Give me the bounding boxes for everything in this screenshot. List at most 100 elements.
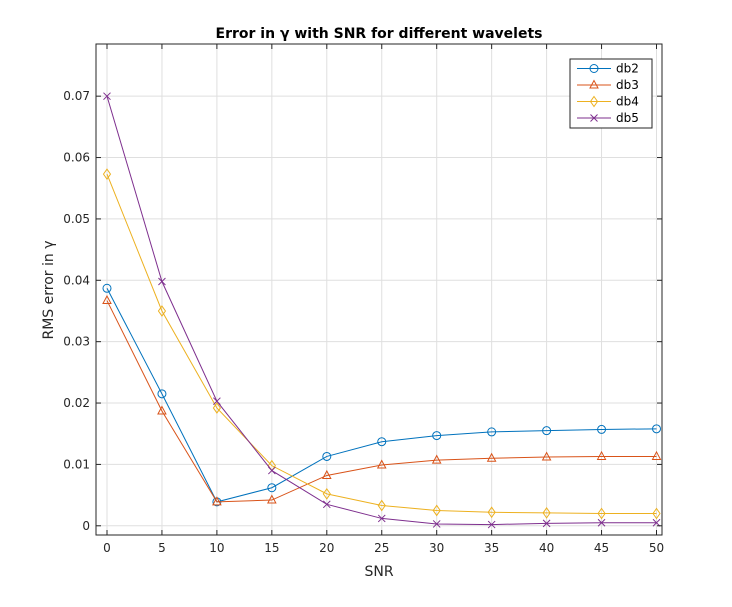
x-tick-label: 5	[158, 541, 166, 555]
grid	[96, 44, 662, 535]
x-tick-label: 35	[484, 541, 499, 555]
y-tick-label: 0.07	[63, 89, 90, 103]
chart-title: Error in γ with SNR for different wavele…	[216, 26, 543, 42]
x-marker-stroke	[213, 397, 221, 406]
data-point-db3	[157, 405, 167, 415]
data-point-db5	[267, 466, 276, 475]
x-tick-label: 15	[264, 541, 279, 555]
y-tick-label: 0.05	[63, 212, 90, 226]
data-point-db2	[597, 424, 607, 434]
legend-marker	[589, 64, 599, 73]
data-point-db3	[102, 294, 112, 305]
x-marker-stroke	[597, 518, 606, 527]
data-point-db2	[322, 451, 332, 461]
y-tick-label: 0.03	[63, 335, 90, 349]
x-tick-label: 10	[209, 541, 224, 555]
y-tick-label: 0.02	[63, 396, 90, 410]
legend-marker	[589, 79, 599, 89]
x-tick-label: 20	[319, 541, 334, 555]
data-point-db2	[542, 426, 552, 436]
data-point-db4	[487, 506, 496, 519]
series-db4	[102, 168, 661, 520]
data-point-db2	[432, 431, 442, 441]
data-point-db2	[102, 283, 112, 293]
series-group	[102, 92, 662, 529]
data-point-db4	[102, 168, 112, 180]
data-point-db2	[267, 483, 277, 493]
x-marker-stroke	[267, 466, 276, 475]
data-point-db3	[267, 494, 277, 504]
y-tick-label: 0.06	[63, 151, 90, 165]
y-tick-label: 0.01	[63, 457, 90, 471]
data-point-db5	[322, 500, 331, 509]
data-point-db3	[212, 496, 222, 506]
legend-marker	[590, 114, 598, 122]
x-marker-stroke	[542, 519, 551, 528]
data-point-db3	[596, 450, 607, 460]
legend-box	[569, 58, 653, 129]
data-point-db5	[377, 514, 386, 523]
data-point-db4	[432, 504, 441, 517]
series-line-db2	[106, 288, 657, 503]
data-point-db2	[487, 427, 497, 437]
series-db3	[102, 294, 662, 506]
legend-label: db2	[616, 62, 639, 76]
x-marker-stroke	[322, 500, 331, 509]
data-point-db2	[652, 424, 662, 434]
series-db5	[103, 92, 661, 529]
x-tick-label: 25	[374, 541, 389, 555]
x-marker-stroke	[377, 514, 386, 523]
data-point-db5	[597, 518, 606, 527]
data-point-db4	[212, 402, 222, 414]
x-tick-label: 40	[539, 541, 554, 555]
data-point-db5	[103, 92, 111, 101]
x-tick-label: 30	[429, 541, 444, 555]
series-line-db4	[106, 173, 657, 515]
data-point-db3	[431, 454, 442, 464]
legend: db2 db3 db4 db5	[569, 58, 653, 129]
data-point-db2	[157, 389, 167, 399]
data-point-db4	[322, 488, 331, 500]
data-point-db5	[158, 277, 166, 286]
x-tick-label: 0	[103, 541, 111, 555]
x-marker-stroke	[590, 114, 598, 122]
ticks: 0 5 10 15 20 25 30 35 40 45 50 0 0.01 0.02 0.03 0.04 0.0…	[63, 44, 664, 555]
data-point-db5	[213, 397, 221, 406]
x-marker-stroke	[103, 92, 111, 101]
x-axis-label: SNR	[364, 564, 393, 580]
legend-label: db4	[616, 95, 639, 109]
x-marker-stroke	[487, 520, 496, 529]
data-point-db5	[487, 520, 496, 529]
data-point-db4	[157, 305, 167, 317]
y-axis-label: RMS error in γ	[41, 241, 57, 340]
legend-label: db5	[616, 111, 639, 125]
data-point-db2	[377, 437, 387, 447]
data-point-db3	[651, 450, 662, 460]
data-point-db3	[486, 452, 497, 462]
legend-item-db4: db4	[577, 95, 639, 109]
data-point-db4	[542, 507, 551, 519]
y-tick-label: 0.04	[63, 273, 90, 287]
x-marker-stroke	[158, 277, 166, 286]
data-point-db4	[652, 507, 661, 520]
x-tick-label: 50	[649, 541, 664, 555]
legend-item-db5: db5	[577, 111, 639, 125]
data-point-db5	[652, 518, 661, 527]
legend-item-db2: db2	[577, 62, 639, 76]
data-point-db4	[377, 499, 386, 512]
series-line-db3	[106, 300, 657, 503]
data-point-db3	[376, 459, 387, 469]
axes-box	[95, 43, 663, 536]
x-tick-label: 45	[594, 541, 609, 555]
data-point-db5	[432, 520, 441, 528]
data-point-db5	[542, 519, 551, 528]
legend-item-db3: db3	[577, 78, 639, 92]
data-point-db3	[541, 451, 552, 461]
legend-label: db3	[616, 78, 639, 92]
data-point-db4	[597, 507, 606, 520]
x-marker-stroke	[432, 520, 441, 528]
data-point-db3	[321, 469, 332, 479]
x-marker-stroke	[652, 518, 661, 527]
